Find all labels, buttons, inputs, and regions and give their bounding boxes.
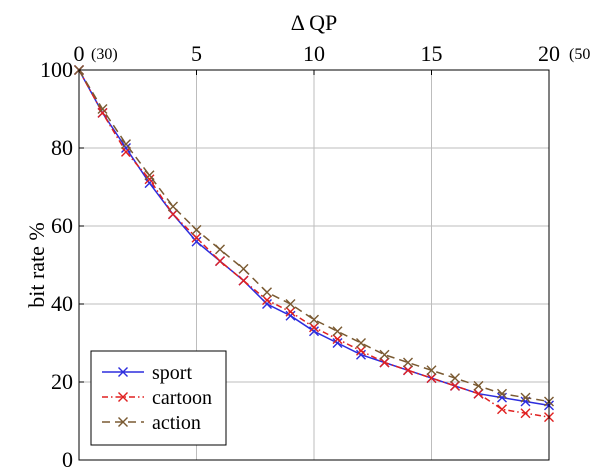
series-point-action	[426, 365, 437, 376]
y-axis-label: bit rate %	[24, 222, 49, 308]
x-tick-note: (30)	[91, 46, 118, 63]
series-point-cartoon	[168, 209, 178, 220]
x-axis-label: Δ QP	[291, 10, 338, 35]
series-point-action	[168, 201, 178, 212]
series-point-cartoon	[332, 334, 343, 345]
series-point-action	[285, 299, 296, 309]
series-point-action	[215, 244, 225, 255]
legend-marker-cartoon	[118, 392, 128, 402]
series-point-cartoon	[497, 404, 507, 415]
series-point-cartoon	[97, 107, 108, 118]
series-point-action	[191, 224, 202, 235]
series-point-action	[309, 314, 319, 325]
y-tick-label: 60	[51, 213, 73, 238]
series-point-cartoon	[450, 380, 460, 391]
x-tick-label: 0	[74, 41, 85, 66]
legend: sport cartoon action	[90, 350, 227, 446]
x-tick-label: 20	[538, 41, 560, 66]
series-point-cartoon	[144, 174, 155, 185]
series-point-cartoon	[309, 322, 319, 333]
x-tick-label: 5	[191, 41, 202, 66]
legend-box	[90, 350, 227, 446]
series-layer	[74, 65, 554, 423]
series-point-cartoon	[356, 345, 366, 356]
series-point-sport	[191, 236, 202, 247]
legend-marker-action	[118, 417, 128, 427]
x-tick-label: 15	[421, 41, 443, 66]
legend-marker-sport	[118, 367, 128, 377]
series-point-sport	[309, 326, 319, 337]
series-point-sport	[262, 299, 272, 309]
series-point-sport	[121, 143, 131, 153]
series-point-action	[121, 139, 131, 150]
series-point-cartoon	[191, 232, 202, 243]
y-tick-label: 40	[51, 291, 73, 316]
legend-label-cartoon: cartoon	[152, 387, 212, 409]
series-point-cartoon	[262, 295, 272, 306]
y-tick-label: 20	[51, 369, 73, 394]
series-point-action	[450, 373, 460, 384]
series-point-action	[262, 287, 272, 298]
series-point-action	[497, 388, 507, 399]
series-point-action	[97, 104, 108, 114]
series-point-action	[238, 263, 249, 274]
legend-label-action: action	[152, 412, 201, 434]
series-point-cartoon	[379, 357, 390, 368]
series-point-action	[379, 349, 390, 360]
series-point-cartoon	[473, 388, 484, 399]
legend-label-sport: sport	[152, 362, 192, 384]
x-tick-note: (50)	[569, 46, 590, 63]
series-point-action	[403, 357, 413, 368]
series-point-cartoon	[520, 408, 531, 419]
y-tick-label: 100	[40, 57, 73, 82]
tick-layer: 0 (30) 5 10 15 20 (50) 0 20 40 60 80 100	[40, 41, 590, 467]
series-point-action	[473, 380, 484, 391]
series-point-cartoon	[403, 365, 413, 376]
y-tick-label: 80	[51, 135, 73, 160]
series-point-cartoon	[285, 306, 296, 317]
y-tick-label: 0	[62, 447, 73, 467]
series-point-action	[520, 392, 531, 403]
series-point-action	[332, 326, 343, 337]
series-point-cartoon	[215, 256, 225, 267]
series-point-cartoon	[238, 275, 249, 286]
series-point-action	[144, 170, 155, 181]
x-tick-label: 10	[303, 41, 325, 66]
series-point-action	[356, 338, 366, 348]
series-point-cartoon	[426, 373, 437, 384]
series-point-sport	[285, 310, 296, 321]
